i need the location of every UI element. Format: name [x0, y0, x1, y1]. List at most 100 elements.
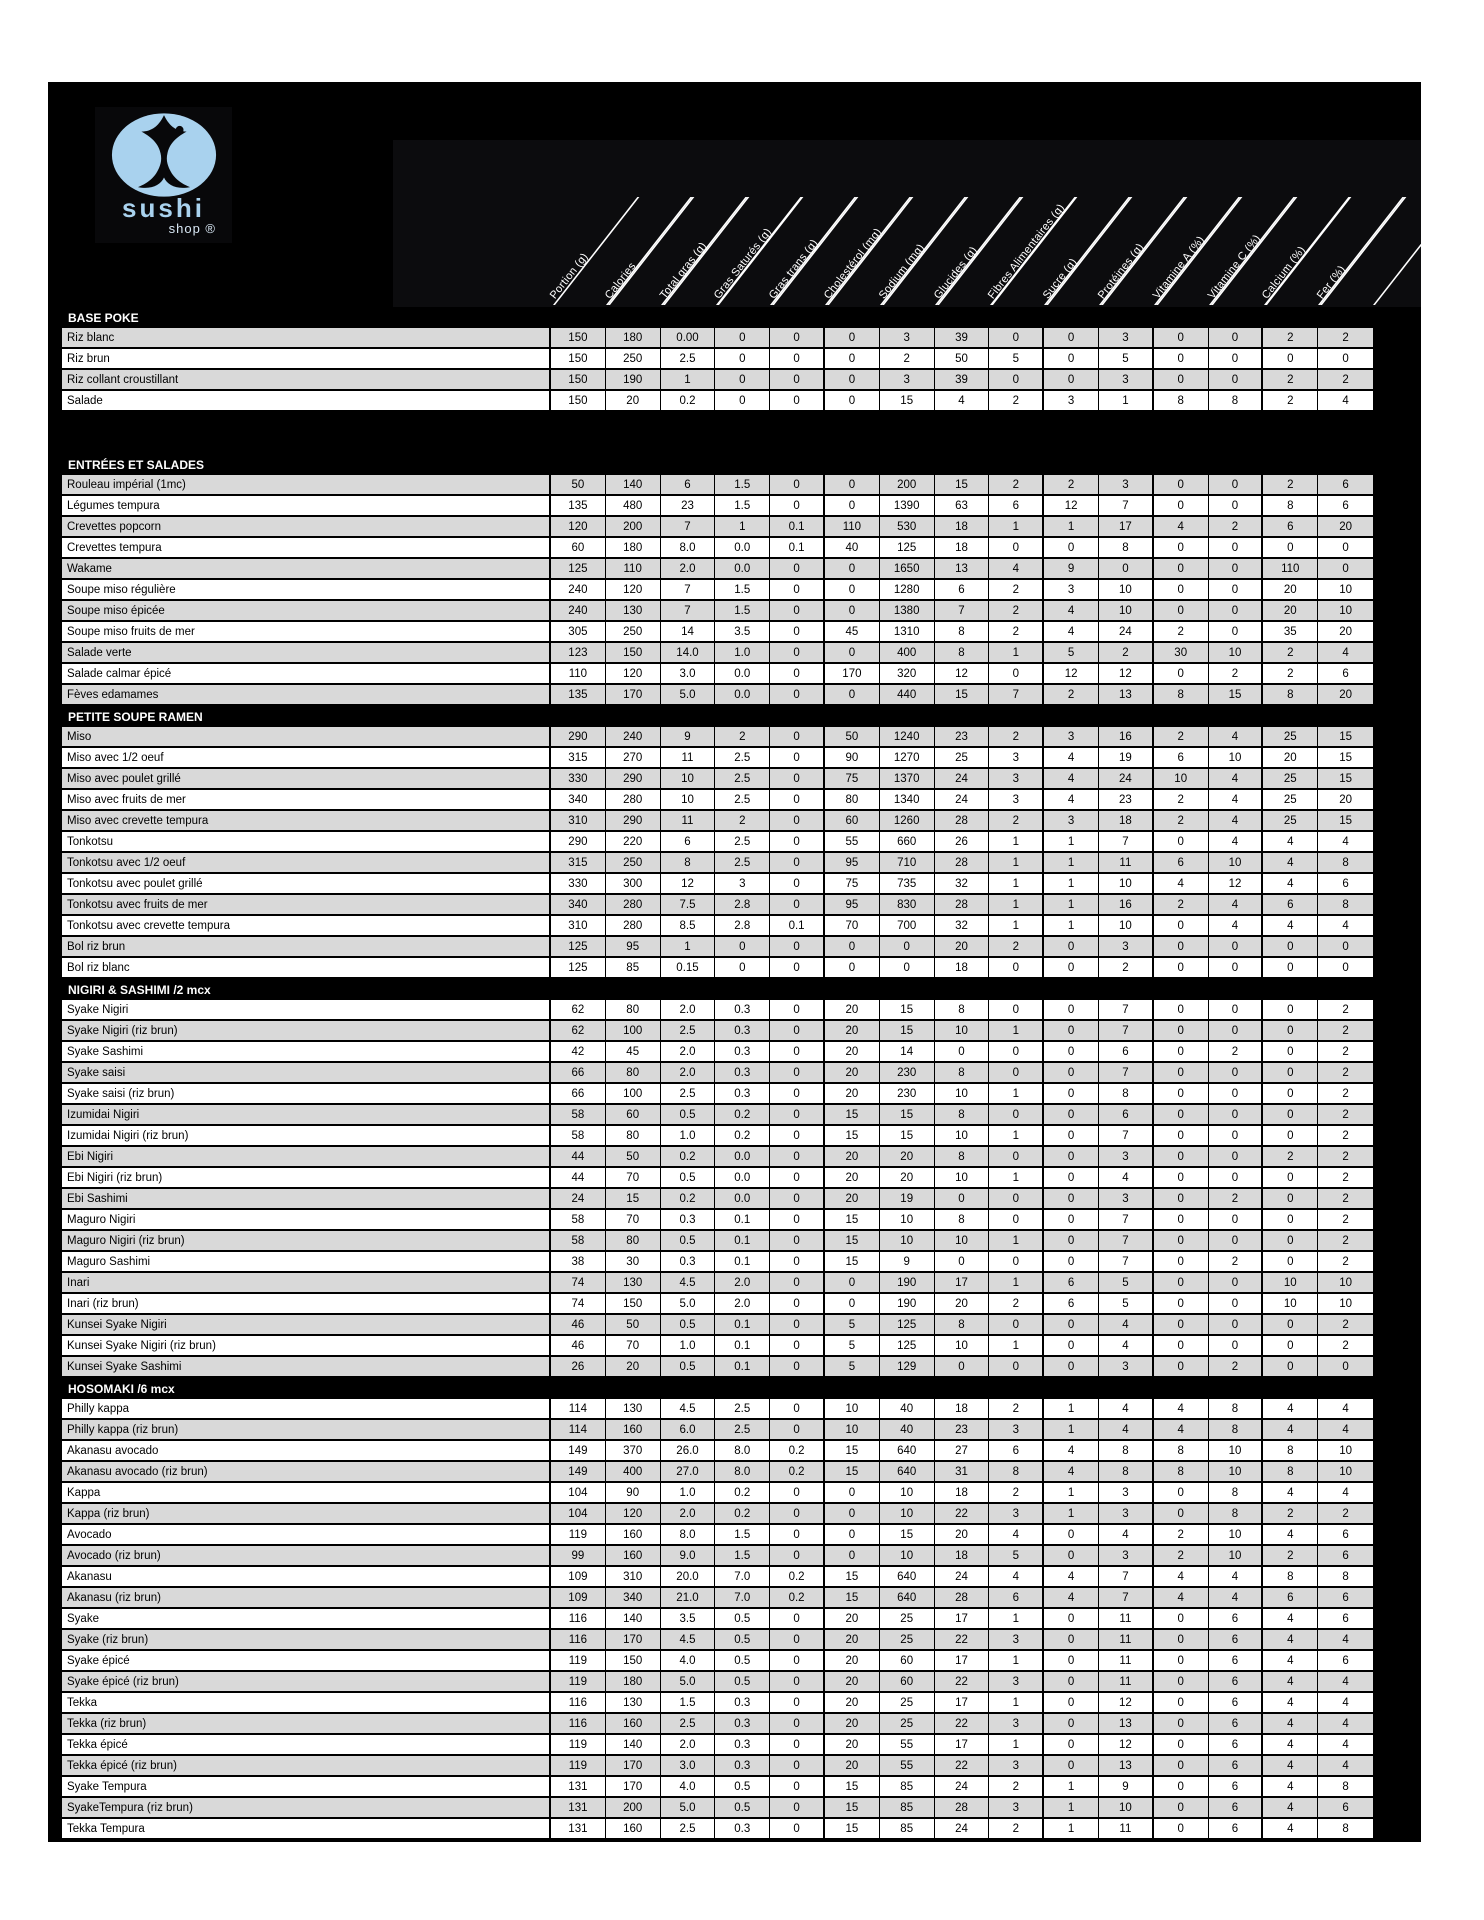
cell-value: 25 [879, 1609, 935, 1628]
cell-value: 0 [824, 1273, 880, 1292]
cell-value: 0 [770, 937, 825, 956]
cell-value: 66 [551, 1063, 606, 1082]
cell-value: 170 [605, 1630, 661, 1649]
cell-value: 0 [1153, 1483, 1209, 1502]
cell-value: 0 [1153, 1735, 1209, 1754]
cell-value: 0 [824, 958, 880, 977]
cell-value: 90 [605, 1483, 661, 1502]
cell-value: 1 [1044, 1399, 1099, 1418]
cell-value: 2.5 [660, 349, 716, 368]
cell-value: 95 [824, 895, 880, 914]
cell-value: 15 [934, 475, 990, 494]
cell-value: 310 [551, 916, 606, 935]
cell-value: 6 [1318, 874, 1373, 893]
cell-value: 2 [1318, 328, 1373, 347]
cell-value: 10 [1208, 1441, 1264, 1460]
cell-value: 0 [1153, 1084, 1209, 1103]
cell-value: 1 [989, 874, 1045, 893]
cell-value: 0.5 [715, 1798, 771, 1817]
cell-value: 125 [551, 559, 606, 578]
row-label: Akanasu avocado [62, 1441, 551, 1460]
cell-value: 4 [1263, 832, 1319, 851]
cell-value: 2 [989, 1819, 1045, 1838]
cell-value: 6 [1208, 1651, 1264, 1670]
cell-value: 160 [605, 1420, 661, 1439]
cell-value: 2 [1318, 1147, 1373, 1166]
cell-value: 4 [1153, 1588, 1209, 1607]
cell-value: 10 [1208, 1546, 1264, 1565]
row-label: Tonkotsu [62, 832, 551, 851]
cell-value: 2 [989, 475, 1045, 494]
table-row: Kunsei Syake Sashimi 26 20 0.5 0.1 0 5 129 0 0 0 3 0… [62, 1357, 1373, 1378]
cell-value: 7 [660, 601, 716, 620]
cell-value: 3 [1044, 811, 1099, 830]
table-row: Fèves edamames 135 170 5.0 0.0 0 0 440 15 7 2 13 8 15… [62, 685, 1373, 706]
cell-value: 0 [1263, 1126, 1319, 1145]
cell-value: 400 [879, 643, 935, 662]
cell-value: 9 [1044, 559, 1099, 578]
cell-value: 0.2 [715, 1483, 771, 1502]
cell-value: 4 [1263, 1630, 1319, 1649]
cell-value: 15 [824, 1105, 880, 1124]
cell-value: 4 [1263, 1819, 1319, 1838]
table-row: Avocado 119 160 8.0 1.5 0 0 15 20 4 0 4 2 10 4 6 [62, 1525, 1373, 1546]
cell-value: 0 [1263, 937, 1319, 956]
cell-value: 14.0 [660, 643, 716, 662]
cell-value: 0.2 [715, 1105, 771, 1124]
cell-value: 0.3 [715, 1819, 771, 1838]
cell-value: 20 [824, 1168, 880, 1187]
cell-value: 15 [824, 1567, 880, 1586]
cell-value: 15 [1318, 748, 1373, 767]
cell-value: 2 [1318, 1084, 1373, 1103]
cell-value: 4 [1318, 1483, 1373, 1502]
cell-value: 20 [824, 1693, 880, 1712]
cell-value: 10 [934, 1126, 990, 1145]
cell-value: 8 [1153, 685, 1209, 704]
row-label: Tonkotsu avec fruits de mer [62, 895, 551, 914]
cell-value: 3 [1044, 580, 1099, 599]
cell-value: 0 [1044, 1336, 1099, 1355]
cell-value: 0 [1153, 475, 1209, 494]
cell-value: 2.5 [660, 1021, 716, 1040]
table-row: Rouleau impérial (1mc) 50 140 6 1.5 0 0 200 15 2 2… [62, 475, 1373, 496]
cell-value: 10 [879, 1210, 935, 1229]
cell-value: 0 [1044, 1756, 1099, 1775]
cell-value: 0 [1153, 328, 1209, 347]
cell-value: 3 [1098, 1546, 1154, 1565]
cell-value: 1.0 [715, 643, 771, 662]
cell-value: 15 [824, 1231, 880, 1250]
cell-value: 2 [1318, 1189, 1373, 1208]
cell-value: 5 [989, 1546, 1045, 1565]
cell-value: 7 [1098, 1252, 1154, 1271]
cell-value: 1.0 [660, 1336, 716, 1355]
section-header: PETITE SOUPE RAMEN [62, 706, 1373, 727]
cell-value: 2.5 [660, 1819, 716, 1838]
cell-value: 0 [1044, 937, 1099, 956]
cell-value: 12 [1044, 496, 1099, 515]
row-label: Bol riz brun [62, 937, 551, 956]
cell-value: 0.3 [715, 1042, 771, 1061]
cell-value: 0 [1208, 1231, 1264, 1250]
cell-value: 0 [1044, 1231, 1099, 1250]
row-label: Ebi Nigiri (riz brun) [62, 1168, 551, 1187]
cell-value: 305 [551, 622, 606, 641]
cell-value: 0 [1153, 601, 1209, 620]
cell-value: 2 [1153, 622, 1209, 641]
cell-value: 8 [1318, 1777, 1373, 1796]
cell-value: 6 [1208, 1672, 1264, 1691]
cell-value: 0 [770, 1189, 825, 1208]
cell-value: 1 [1044, 895, 1099, 914]
table-row: Miso avec crevette tempura 310 290 11 2 0 60 12… [62, 811, 1373, 832]
table-row: Kunsei Syake Nigiri (riz brun) 46 70 1.0 0.1… [62, 1336, 1373, 1357]
row-label: Tekka épicé [62, 1735, 551, 1754]
cell-value: 1260 [879, 811, 935, 830]
cell-value: 640 [879, 1567, 935, 1586]
cell-value: 125 [879, 1336, 935, 1355]
cell-value: 15 [1318, 769, 1373, 788]
cell-value: 26.0 [660, 1441, 716, 1460]
cell-value: 0 [824, 643, 880, 662]
row-label: Riz blanc [62, 328, 551, 347]
table-row: Akanasu 109 310 20.0 7.0 0.2 15 640 24 4 4 7 4 4 8 8 [62, 1567, 1373, 1588]
cell-value: 0.3 [660, 1252, 716, 1271]
cell-value: 4 [1318, 1735, 1373, 1754]
